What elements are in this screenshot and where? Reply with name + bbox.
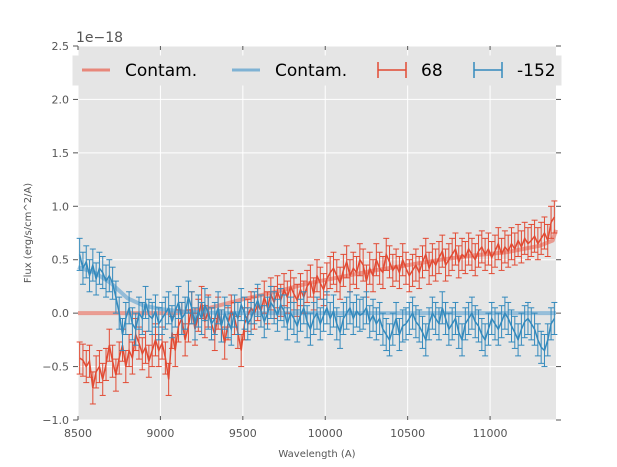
- y-tick-label: −0.5: [42, 361, 69, 374]
- x-tick-label: 9500: [229, 427, 257, 440]
- legend-label: Contam.: [275, 61, 347, 81]
- y-tick-label: 2.0: [52, 93, 70, 106]
- y-axis-label: Flux (erg/s/cm^2/A): [23, 183, 34, 283]
- x-tick-label: 8500: [64, 427, 92, 440]
- x-tick-label: 11000: [473, 427, 508, 440]
- y-tick-label: 2.5: [52, 40, 70, 53]
- x-tick-label: 10000: [308, 427, 343, 440]
- y-axis-offset-label: 1e−18: [76, 30, 123, 46]
- y-tick-label: −1.0: [42, 414, 69, 427]
- legend-item: Contam.: [82, 61, 197, 81]
- data-line-68: [79, 216, 556, 389]
- axis-tick-labels: 8500 9000 9500 10000 10500 11000 −1.0 −0.5 0.0 0.…: [42, 40, 507, 440]
- y-tick-label: 0.0: [52, 307, 70, 320]
- legend-label: 68: [421, 61, 443, 81]
- legend-item: -152: [473, 61, 556, 81]
- errorbar-series--152: [76, 237, 558, 368]
- x-tick-label: 10500: [390, 427, 425, 440]
- y-tick-label: 1.5: [52, 147, 70, 160]
- legend-label: Contam.: [125, 61, 197, 81]
- plot-area: [78, 46, 556, 420]
- y-tick-label: 1.0: [52, 200, 70, 213]
- legend-item: Contam.: [232, 61, 347, 81]
- data-line--152: [78, 254, 556, 352]
- legend-label: -152: [517, 61, 556, 81]
- y-tick-label: 0.5: [52, 254, 70, 267]
- x-tick-label: 9000: [146, 427, 174, 440]
- errorbar-series: [76, 200, 558, 405]
- axis-ticks: [73, 45, 561, 421]
- x-axis-label: Wavelength (A): [278, 449, 355, 460]
- legend: Contam. Contam. 68 -152: [72, 55, 562, 86]
- legend-item: 68: [377, 61, 443, 81]
